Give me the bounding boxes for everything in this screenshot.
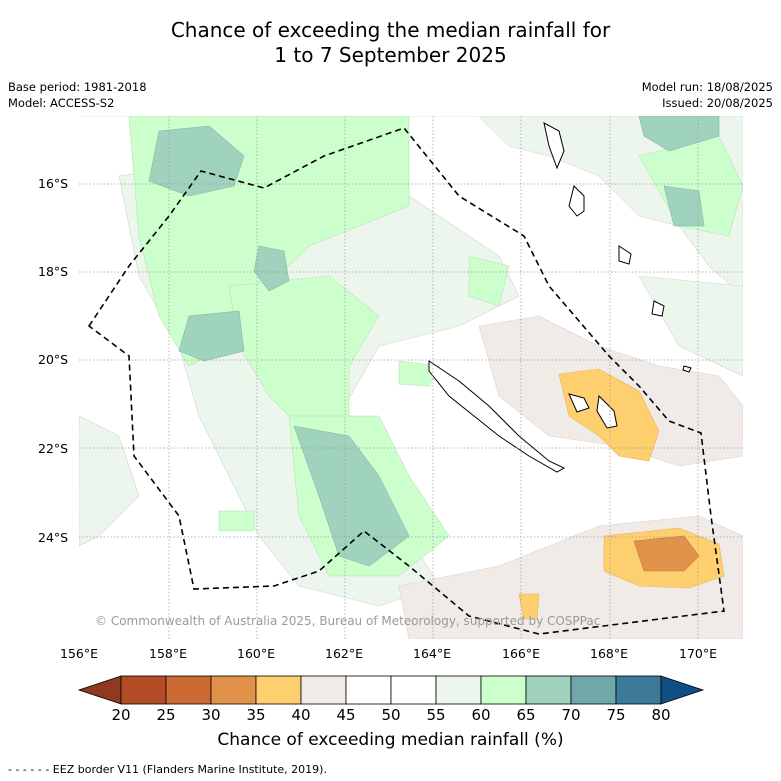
meta-right: Model run: 18/08/2025 Issued: 20/08/2025 xyxy=(642,79,773,111)
eez-border xyxy=(87,127,725,635)
map-title: Chance of exceeding the median rainfall … xyxy=(0,18,781,68)
colorbar-extend-high xyxy=(660,675,705,705)
map-canvas xyxy=(79,116,743,639)
lon-label-168e: 168°E xyxy=(589,646,629,661)
colorbar-cell xyxy=(165,675,212,705)
colorbar-tick-label: 40 xyxy=(291,706,311,724)
band-30-35 xyxy=(633,535,700,572)
model-run: Model run: 18/08/2025 xyxy=(641,80,773,94)
colorbar-tick-label: 55 xyxy=(426,706,446,724)
title-line-1: Chance of exceeding the median rainfall … xyxy=(170,18,611,42)
colorbar-tick-label: 80 xyxy=(651,706,671,724)
colorbar-tick-label: 30 xyxy=(201,706,221,724)
colorbar-tick-label: 35 xyxy=(246,706,266,724)
colorbar-cell xyxy=(390,675,437,705)
title-line-2: 1 to 7 September 2025 xyxy=(274,43,507,67)
colorbar-tick-label: 65 xyxy=(516,706,536,724)
colorbar-cell xyxy=(435,675,482,705)
colorbar-label: Chance of exceeding median rainfall (%) xyxy=(217,730,564,750)
colorbar xyxy=(78,675,705,705)
lon-label-162e: 162°E xyxy=(324,646,364,661)
map-panel xyxy=(79,116,743,639)
lon-label-166e: 166°E xyxy=(501,646,541,661)
lon-label-170e: 170°E xyxy=(678,646,718,661)
colorbar-extend-low xyxy=(78,675,122,705)
lon-label-158e: 158°E xyxy=(148,646,188,661)
lat-label-20s: 20°S xyxy=(38,352,69,367)
colorbar-cell xyxy=(480,675,527,705)
colorbar-tick-label: 75 xyxy=(606,706,626,724)
lon-label-160e: 160°E xyxy=(236,646,276,661)
colorbar-cell xyxy=(345,675,392,705)
model-name: Model: ACCESS-S2 xyxy=(8,96,115,110)
band-65-70 xyxy=(148,116,720,567)
colorbar-tick-label: 50 xyxy=(381,706,401,724)
colorbar-cell xyxy=(615,675,662,705)
graticule xyxy=(79,116,743,639)
lat-label-22s: 22°S xyxy=(38,441,69,456)
colorbar-tick-label: 60 xyxy=(471,706,491,724)
lon-label-156e: 156°E xyxy=(59,646,99,661)
meta-left: Base period: 1981-2018 Model: ACCESS-S2 xyxy=(8,79,147,111)
issued-date: Issued: 20/08/2025 xyxy=(662,96,773,110)
copyright-notice: © Commonwealth of Australia 2025, Bureau… xyxy=(95,614,601,628)
eez-footnote: - - - - - - EEZ border V11 (Flanders Mar… xyxy=(8,763,327,776)
lat-label-24s: 24°S xyxy=(38,530,69,545)
colorbar-tick-label: 70 xyxy=(561,706,581,724)
colorbar-cell xyxy=(255,675,302,705)
base-period: Base period: 1981-2018 xyxy=(8,80,147,94)
land-outlines xyxy=(428,122,692,473)
lat-label-18s: 18°S xyxy=(38,264,69,279)
colorbar-cell xyxy=(120,675,167,705)
colorbar-cells xyxy=(78,675,705,705)
colorbar-cell xyxy=(525,675,572,705)
colorbar-cell xyxy=(300,675,347,705)
lon-label-164e: 164°E xyxy=(412,646,452,661)
colorbar-cell xyxy=(570,675,617,705)
colorbar-cell xyxy=(210,675,257,705)
colorbar-tick-label: 45 xyxy=(336,706,356,724)
colorbar-tick-label: 20 xyxy=(111,706,131,724)
colorbar-tick-label: 25 xyxy=(156,706,176,724)
lat-label-16s: 16°S xyxy=(38,176,69,191)
